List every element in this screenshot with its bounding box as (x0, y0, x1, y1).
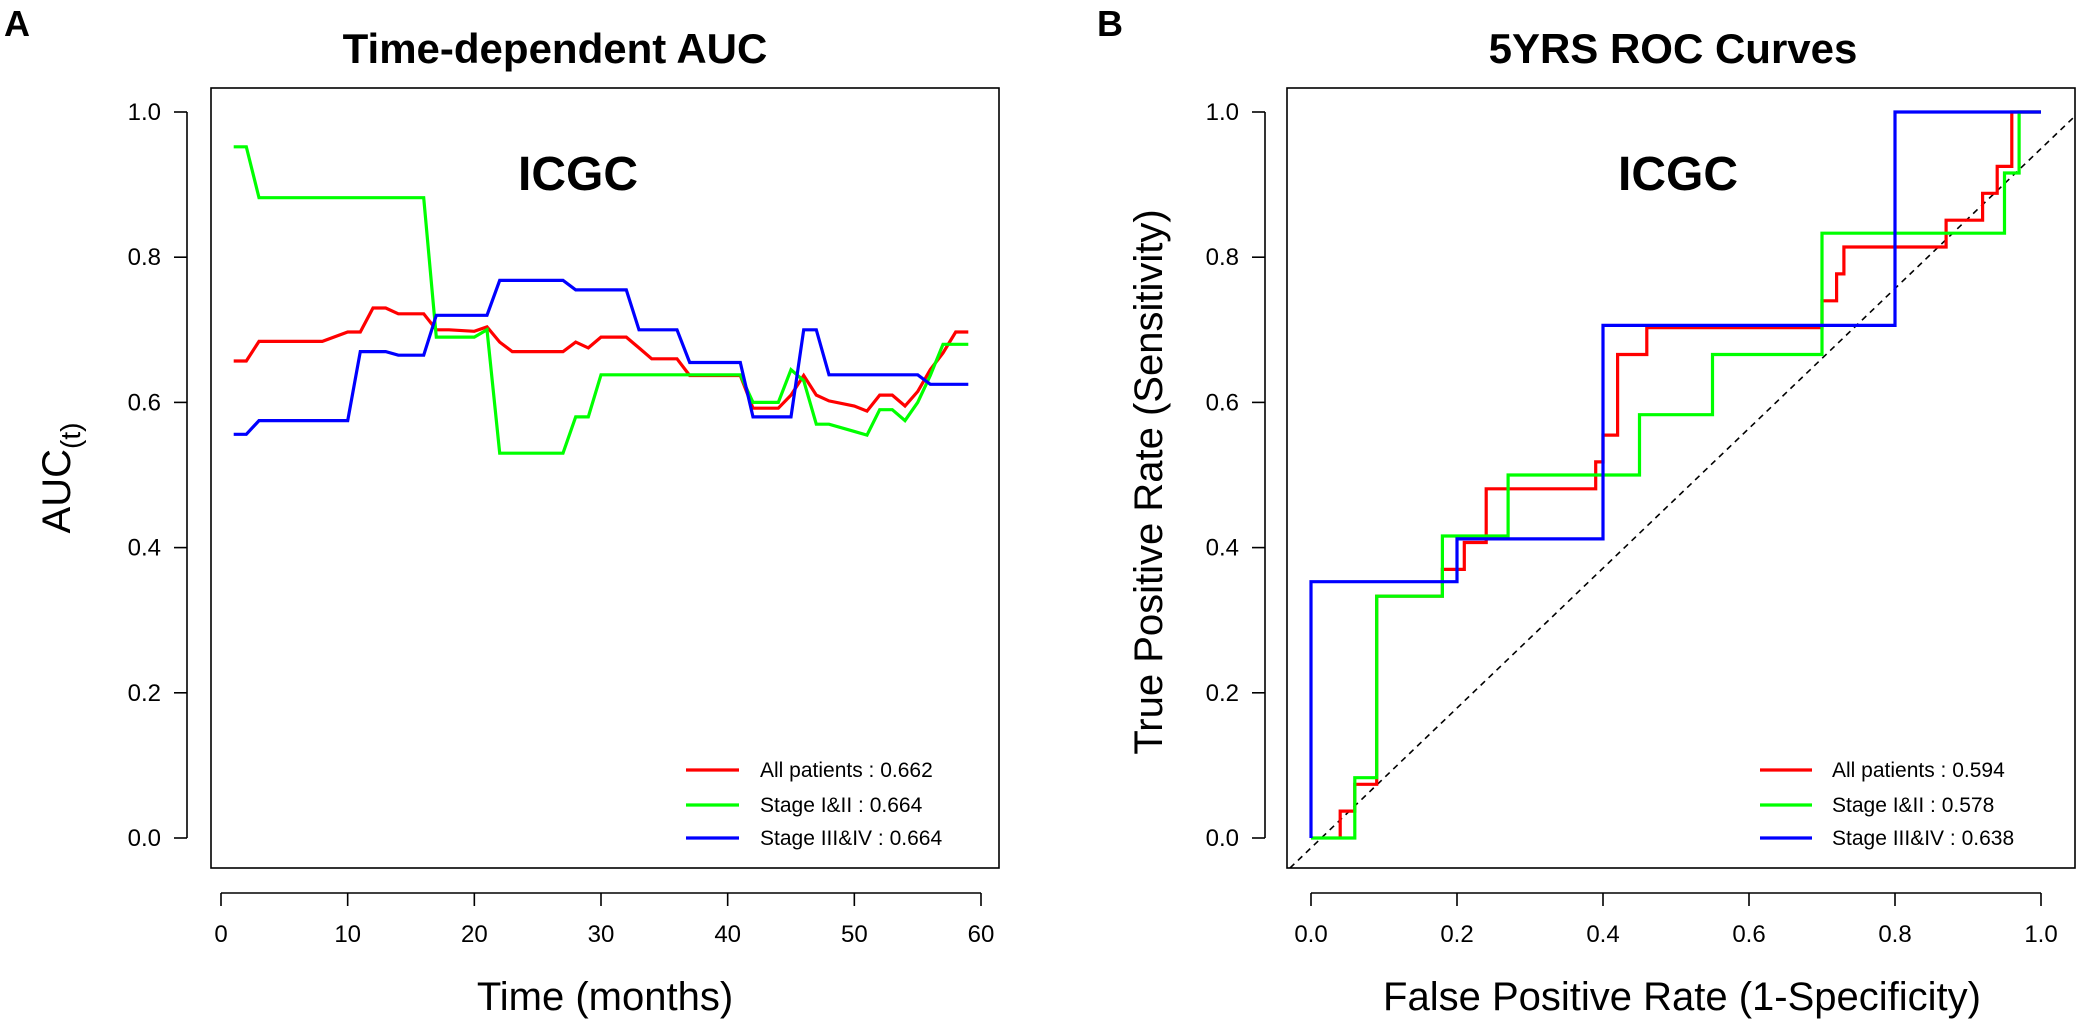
legend-label-all-patients: All patients : 0.662 (760, 759, 933, 782)
panel-a-x-tick-label: 50 (841, 921, 868, 948)
panel-a-y-axis-title-main: AUC (35, 449, 79, 533)
panel-a-y-tick-label: 0.8 (128, 244, 161, 271)
panel-b-diagonal-reference (1289, 117, 2074, 869)
legend-label-stage-iii-iv: Stage III&IV : 0.638 (1832, 827, 2014, 850)
panel-a-x-axis: 0 10 20 30 40 50 60 (214, 892, 995, 948)
panel-a-series-group (233, 145, 969, 455)
panel-b-x-tick-label: 0.8 (1878, 921, 1911, 948)
panel-a-y-axis-title-sub: (t) (55, 423, 86, 449)
panel-b-y-tick-label: 0.6 (1206, 389, 1239, 416)
panel-a-x-tick-label: 0 (214, 921, 227, 948)
panel-b-series-line-all-patients (1338, 110, 2041, 838)
panel-b-series-line-stage-i-ii (1311, 110, 2041, 840)
panel-a-y-tick-label: 1.0 (128, 99, 161, 126)
panel-b-y-tick-label: 0.2 (1206, 680, 1239, 707)
panel-b-plot-frame (1286, 87, 2076, 869)
panel-a-legend: All patients : 0.662 Stage I&II : 0.664 … (686, 759, 942, 850)
legend-label-stage-i-ii: Stage I&II : 0.664 (760, 794, 923, 817)
panel-b-x-tick-label: 0.0 (1294, 921, 1327, 948)
panel-b: B 5YRS ROC Curves ICGC False Positive Ra… (1097, 3, 2076, 1019)
panel-b-series-line-stage-iii-iv (1309, 110, 2041, 838)
panel-b-y-tick-label: 0.0 (1206, 825, 1239, 852)
panel-b-y-axis: 0.0 0.2 0.4 0.6 0.8 1.0 (1206, 99, 1266, 852)
panel-a-y-tick-label: 0.4 (128, 535, 161, 562)
panel-a-plot-frame (210, 87, 1000, 869)
panel-b-x-axis-title: False Positive Rate (1-Specificity) (1383, 975, 1981, 1019)
panel-b-series-group (1309, 110, 2041, 840)
panel-a: A Time-dependent AUC ICGC Time (months) … (4, 3, 1000, 1019)
panel-b-letter: B (1097, 3, 1123, 44)
panel-b-y-tick-label: 1.0 (1206, 99, 1239, 126)
panel-b-x-axis: 0.0 0.2 0.4 0.6 0.8 1.0 (1294, 892, 2058, 948)
panel-a-y-tick-label: 0.6 (128, 389, 161, 416)
panel-b-y-tick-label: 0.4 (1206, 535, 1239, 562)
panel-a-x-tick-label: 10 (334, 921, 361, 948)
panel-a-inset-label: ICGC (518, 148, 638, 201)
legend-label-stage-iii-iv: Stage III&IV : 0.664 (760, 827, 942, 850)
panel-b-x-tick-label: 1.0 (2024, 921, 2057, 948)
panel-a-y-axis-title: AUC(t) (35, 423, 86, 534)
panel-a-y-tick-label: 0.2 (128, 680, 161, 707)
panel-a-letter: A (4, 3, 30, 44)
panel-a-x-tick-label: 30 (588, 921, 615, 948)
panel-a-x-axis-title: Time (months) (477, 975, 733, 1019)
panel-a-x-tick-label: 40 (714, 921, 741, 948)
panel-a-series-line-stage-iii-iv (233, 278, 969, 436)
panel-b-legend: All patients : 0.594 Stage I&II : 0.578 … (1760, 759, 2014, 850)
panel-b-inset-label: ICGC (1618, 148, 1738, 201)
panel-a-x-tick-label: 60 (968, 921, 995, 948)
panel-a-x-tick-label: 20 (461, 921, 488, 948)
panel-b-x-tick-label: 0.2 (1440, 921, 1473, 948)
panel-a-title: Time-dependent AUC (343, 25, 768, 72)
panel-b-y-tick-label: 0.8 (1206, 244, 1239, 271)
panel-b-title: 5YRS ROC Curves (1489, 25, 1858, 72)
panel-b-x-tick-label: 0.6 (1732, 921, 1765, 948)
panel-a-y-axis: 0.0 0.2 0.4 0.6 0.8 1.0 (128, 99, 188, 852)
panel-a-series-line-all-patients (233, 306, 969, 414)
legend-label-stage-i-ii: Stage I&II : 0.578 (1832, 794, 1994, 817)
legend-label-all-patients: All patients : 0.594 (1832, 759, 2005, 782)
panel-b-y-axis-title: True Positive Rate (Sensitivity) (1127, 209, 1171, 754)
panel-b-x-tick-label: 0.4 (1586, 921, 1619, 948)
panel-a-y-tick-label: 0.0 (128, 825, 161, 852)
